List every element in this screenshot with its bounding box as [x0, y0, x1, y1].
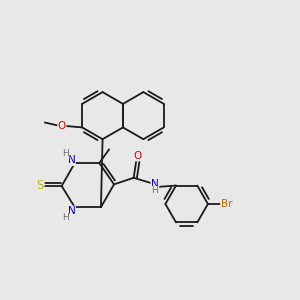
Text: Br: Br	[221, 199, 232, 209]
Text: H: H	[152, 186, 158, 195]
Text: H: H	[62, 213, 69, 222]
Text: H: H	[62, 149, 69, 158]
Text: N: N	[151, 179, 159, 189]
Text: O: O	[134, 151, 142, 161]
Text: S: S	[37, 179, 44, 193]
Text: N: N	[68, 155, 75, 166]
Text: O: O	[58, 121, 66, 131]
Text: N: N	[68, 206, 75, 216]
